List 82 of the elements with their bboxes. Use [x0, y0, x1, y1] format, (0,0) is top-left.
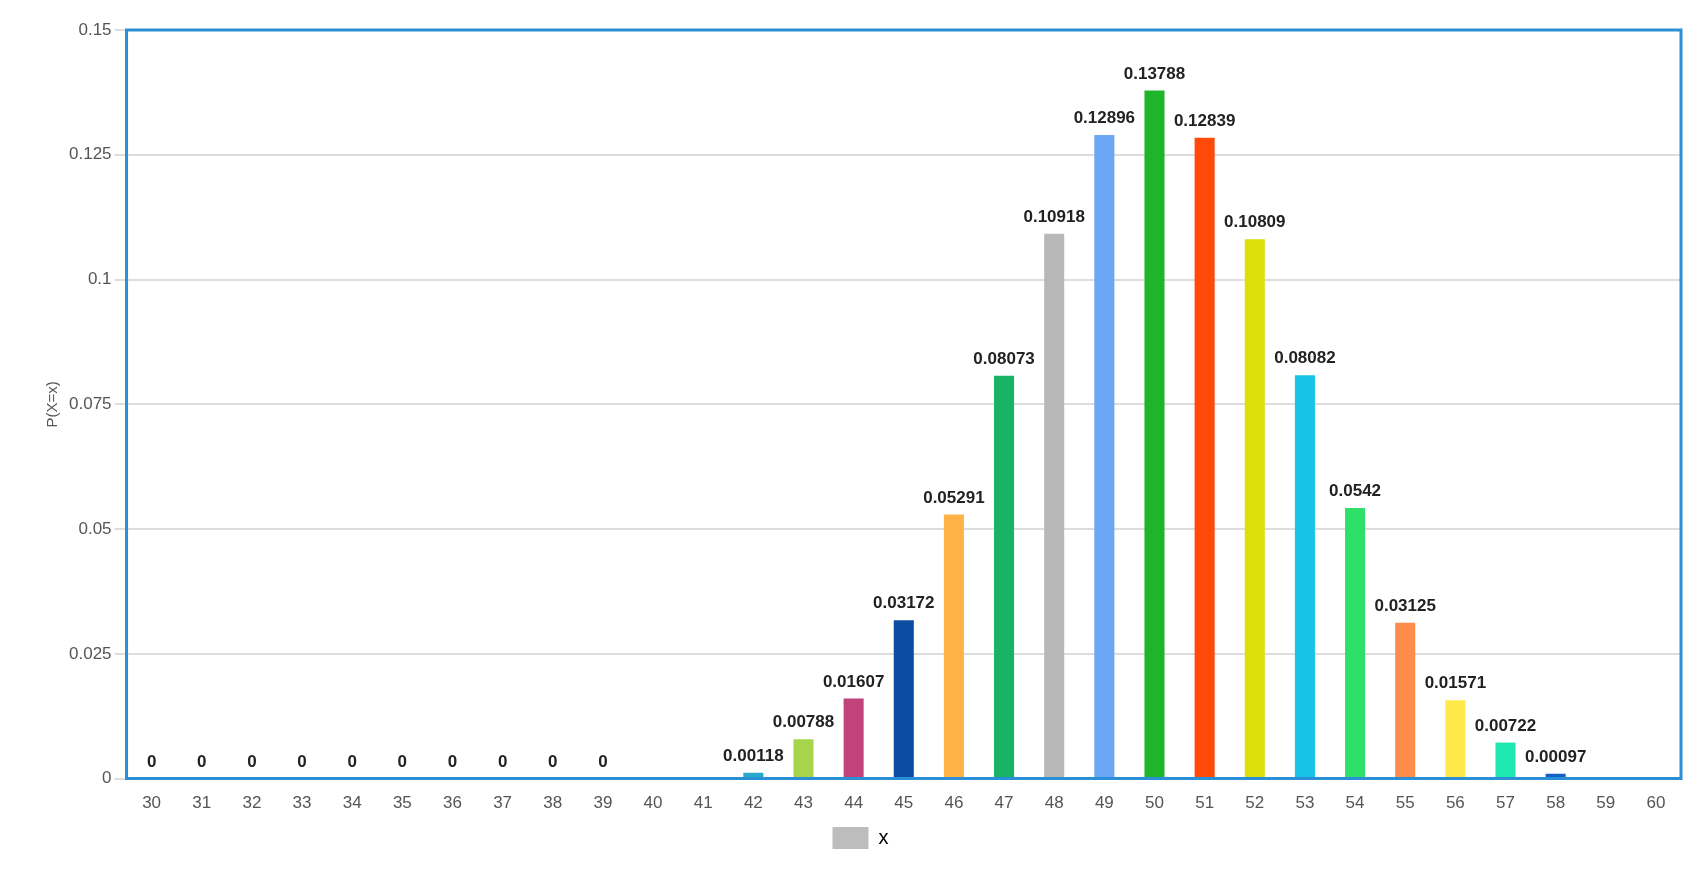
x-tick-label: 43	[794, 793, 813, 813]
x-tick-label: 58	[1546, 793, 1566, 813]
y-tick-label: 0.025	[68, 643, 112, 663]
data-label: 0	[297, 751, 307, 771]
data-label: 0.0542	[1329, 481, 1382, 501]
data-label: 0.10918	[1023, 206, 1085, 226]
data-label: 0.13788	[1123, 63, 1186, 83]
x-tick-label: 59	[1596, 793, 1616, 813]
x-tick-label: 46	[944, 793, 964, 813]
bar	[1044, 233, 1065, 778]
bar	[843, 698, 864, 778]
x-tick-label: 39	[593, 793, 613, 813]
x-tick-label: 50	[1145, 793, 1164, 813]
bar	[1294, 375, 1315, 778]
x-tick-label: 40	[643, 793, 663, 813]
data-label: 0.00118	[723, 745, 784, 765]
y-tick-label: 0.1	[87, 269, 112, 289]
y-tick-label: 0	[102, 768, 112, 788]
x-tick-label: 57	[1496, 793, 1515, 813]
data-label: 0.00788	[772, 712, 835, 732]
y-tick-label: 0.15	[78, 19, 112, 39]
x-tick-label: 35	[392, 793, 412, 813]
bar	[1094, 135, 1115, 778]
x-tick-label: 51	[1195, 793, 1215, 813]
data-label: 0	[548, 751, 558, 771]
data-label: 0	[146, 751, 157, 771]
x-tick-label: 33	[292, 793, 312, 813]
bar	[1395, 622, 1416, 778]
bar	[994, 375, 1015, 778]
data-label: 0.10809	[1224, 212, 1286, 232]
x-tick-label: 34	[342, 793, 362, 813]
data-label: 0	[197, 751, 207, 771]
x-tick-label: 37	[493, 793, 513, 813]
data-label: 0.08073	[973, 348, 1035, 368]
x-tick-label: 30	[142, 793, 162, 813]
y-tick-label: 0.125	[68, 144, 112, 164]
x-tick-label: 54	[1345, 793, 1365, 813]
x-tick-label: 53	[1295, 793, 1315, 813]
bar	[1445, 700, 1466, 778]
data-label: 0	[447, 751, 458, 771]
data-label: 0.00722	[1474, 715, 1537, 735]
y-axis-title: P(X=x)	[43, 381, 61, 428]
x-tick-label: 31	[192, 793, 212, 813]
bar	[1495, 742, 1516, 778]
legend-label: x	[878, 825, 889, 848]
bar	[1144, 90, 1165, 778]
x-tick-label: 52	[1245, 793, 1265, 813]
x-tick-label: 60	[1646, 793, 1666, 813]
bar	[1194, 137, 1215, 778]
x-tick-label: 32	[242, 793, 262, 813]
data-label: 0.03125	[1374, 595, 1436, 615]
y-tick-label: 0.075	[68, 393, 112, 413]
x-tick-label: 44	[844, 793, 864, 813]
data-label: 0	[347, 751, 357, 771]
data-label: 0.03172	[873, 593, 935, 613]
data-label: 0.01607	[822, 671, 885, 691]
x-tick-label: 36	[443, 793, 462, 813]
data-label: 0.12839	[1173, 111, 1236, 131]
x-tick-label: 49	[1094, 793, 1114, 813]
x-tick-label: 42	[743, 793, 763, 813]
x-tick-label: 56	[1445, 793, 1465, 813]
x-tick-label: 45	[894, 793, 914, 813]
data-label: 0.01571	[1424, 673, 1487, 693]
data-label: 0	[397, 751, 408, 771]
bar	[1345, 508, 1366, 778]
bar	[793, 739, 814, 778]
bar	[1244, 239, 1265, 778]
x-tick-label: 41	[693, 793, 713, 813]
x-tick-label: 48	[1044, 793, 1064, 813]
data-label: 0.05291	[923, 487, 985, 507]
x-tick-label: 47	[994, 793, 1014, 813]
bar	[893, 620, 914, 778]
data-label: 0	[598, 751, 608, 771]
bar	[943, 514, 964, 778]
data-label: 0.08082	[1274, 348, 1336, 368]
y-tick-label: 0.05	[78, 518, 112, 538]
x-tick-label: 55	[1395, 793, 1415, 813]
data-label: 0.00097	[1524, 746, 1587, 766]
x-tick-label: 38	[543, 793, 563, 813]
data-label: 0.12896	[1073, 108, 1136, 128]
data-label: 0	[497, 751, 508, 771]
data-label: 0	[247, 751, 257, 771]
